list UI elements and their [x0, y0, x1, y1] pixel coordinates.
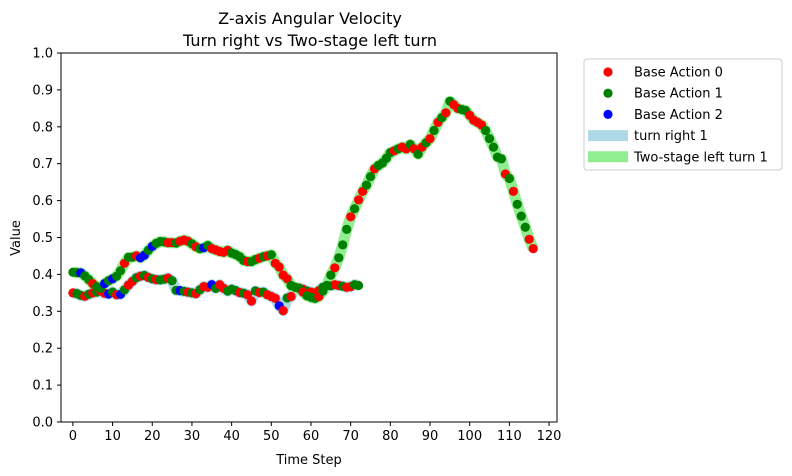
- y-tick-label-0.1: 0.1: [32, 379, 53, 394]
- legend-frame: [583, 58, 783, 171]
- data-point-s2-t52: [274, 262, 284, 272]
- data-point-s2-t91: [429, 125, 439, 136]
- legend-label-base-action-0: Base Action 0: [634, 66, 723, 81]
- x-tick-label-40: 40: [223, 429, 240, 444]
- legend-marker-base-action-0: [603, 67, 613, 77]
- plot-frame: [60, 52, 558, 423]
- data-point-s1-t55: [286, 291, 296, 302]
- data-point-s2-t68: [338, 240, 348, 250]
- data-point-s1-t51: [270, 293, 280, 303]
- chart-title: Z-axis Angular Velocity: [218, 9, 402, 28]
- data-point-s2-t112: [512, 199, 522, 209]
- x-tick-label-110: 110: [497, 429, 522, 444]
- legend-marker-base-action-1: [603, 88, 613, 98]
- data-point-s2-t12: [115, 266, 126, 276]
- y-axis: 0.0 0.1 0.2 0.3 0.4 0.5 0.6 0.7 0.8 0.9 1.0: [32, 47, 61, 431]
- data-point-s1-t25: [167, 276, 177, 286]
- y-tick-label-1.0: 1.0: [32, 47, 53, 62]
- y-tick-label-0.3: 0.3: [32, 305, 53, 320]
- data-point-s2-t94: [441, 108, 451, 118]
- data-point-s2-t75: [365, 172, 376, 182]
- data-point-s2-t67: [334, 253, 344, 263]
- x-tick-label-20: 20: [144, 429, 161, 444]
- data-point-s2-t116: [528, 244, 538, 254]
- x-tick-label-30: 30: [184, 429, 201, 444]
- data-point-s2-t69: [342, 224, 352, 234]
- y-tick-label-0.4: 0.4: [32, 268, 53, 283]
- y-tick-label-0.0: 0.0: [32, 416, 53, 431]
- data-point-s2-t108: [496, 154, 506, 164]
- chart-subtitle: Turn right vs Two-stage left turn: [182, 31, 437, 50]
- data-point-s2-t110: [504, 173, 514, 184]
- legend-label-base-action-2: Base Action 2: [634, 108, 723, 123]
- data-point-s2-t114: [520, 222, 530, 232]
- data-point-s2-t113: [516, 211, 526, 221]
- data-point-s2-t71: [350, 204, 360, 214]
- legend-label-two-stage-left-turn-1: Two-stage left turn 1: [633, 150, 768, 165]
- data-point-s2-t70: [346, 212, 356, 222]
- x-tick-label-120: 120: [537, 429, 562, 444]
- x-tick-label-80: 80: [382, 429, 399, 444]
- data-point-s2-t50: [266, 250, 276, 260]
- legend-label-base-action-1: Base Action 1: [634, 87, 723, 102]
- data-point-s2-t115: [524, 234, 534, 244]
- x-tick-label-0: 0: [69, 429, 77, 444]
- series-line-2: [71, 95, 539, 304]
- data-point-s1-t53: [278, 306, 288, 316]
- y-tick-label-0.8: 0.8: [32, 120, 53, 135]
- x-tick-label-60: 60: [303, 429, 320, 444]
- y-axis-label: Value: [9, 220, 24, 256]
- y-tick-label-0.7: 0.7: [32, 157, 53, 172]
- x-axis-label: Time Step: [275, 453, 342, 468]
- data-point-s1-t45: [246, 296, 257, 306]
- y-tick-label-0.5: 0.5: [32, 231, 53, 246]
- data-point-s2-t106: [488, 142, 499, 152]
- legend: Base Action 0 Base Action 1 Base Action 2 t…: [583, 58, 783, 171]
- x-tick-label-100: 100: [457, 429, 482, 444]
- data-point-s2-t64: [322, 280, 332, 291]
- x-tick-label-10: 10: [104, 429, 121, 444]
- legend-label-turn-right-1: turn right 1: [634, 129, 708, 144]
- data-point-s2-t74: [361, 180, 372, 190]
- x-tick-label-50: 50: [263, 429, 280, 444]
- y-tick-label-0.9: 0.9: [32, 83, 53, 98]
- data-point-s2-t54: [282, 274, 292, 284]
- data-point-s2-t105: [484, 134, 495, 144]
- data-points: [68, 96, 538, 316]
- x-tick-label-70: 70: [342, 429, 359, 444]
- data-point-s1-t72: [354, 280, 364, 291]
- data-point-s2-t111: [508, 186, 518, 196]
- data-point-s2-t66: [330, 263, 340, 273]
- y-tick-label-0.2: 0.2: [32, 342, 53, 357]
- legend-marker-base-action-2: [603, 109, 613, 119]
- data-point-s2-t104: [481, 125, 491, 136]
- x-axis: 0 10 20 30 40 50 60 70 80 90 100 110 120: [69, 422, 562, 444]
- data-point-s2-t90: [425, 134, 435, 144]
- data-point-s2-t87: [413, 149, 423, 159]
- data-point-s2-t65: [326, 270, 336, 280]
- data-point-s2-t72: [354, 195, 364, 205]
- x-tick-label-90: 90: [422, 429, 439, 444]
- y-tick-label-0.6: 0.6: [32, 194, 53, 209]
